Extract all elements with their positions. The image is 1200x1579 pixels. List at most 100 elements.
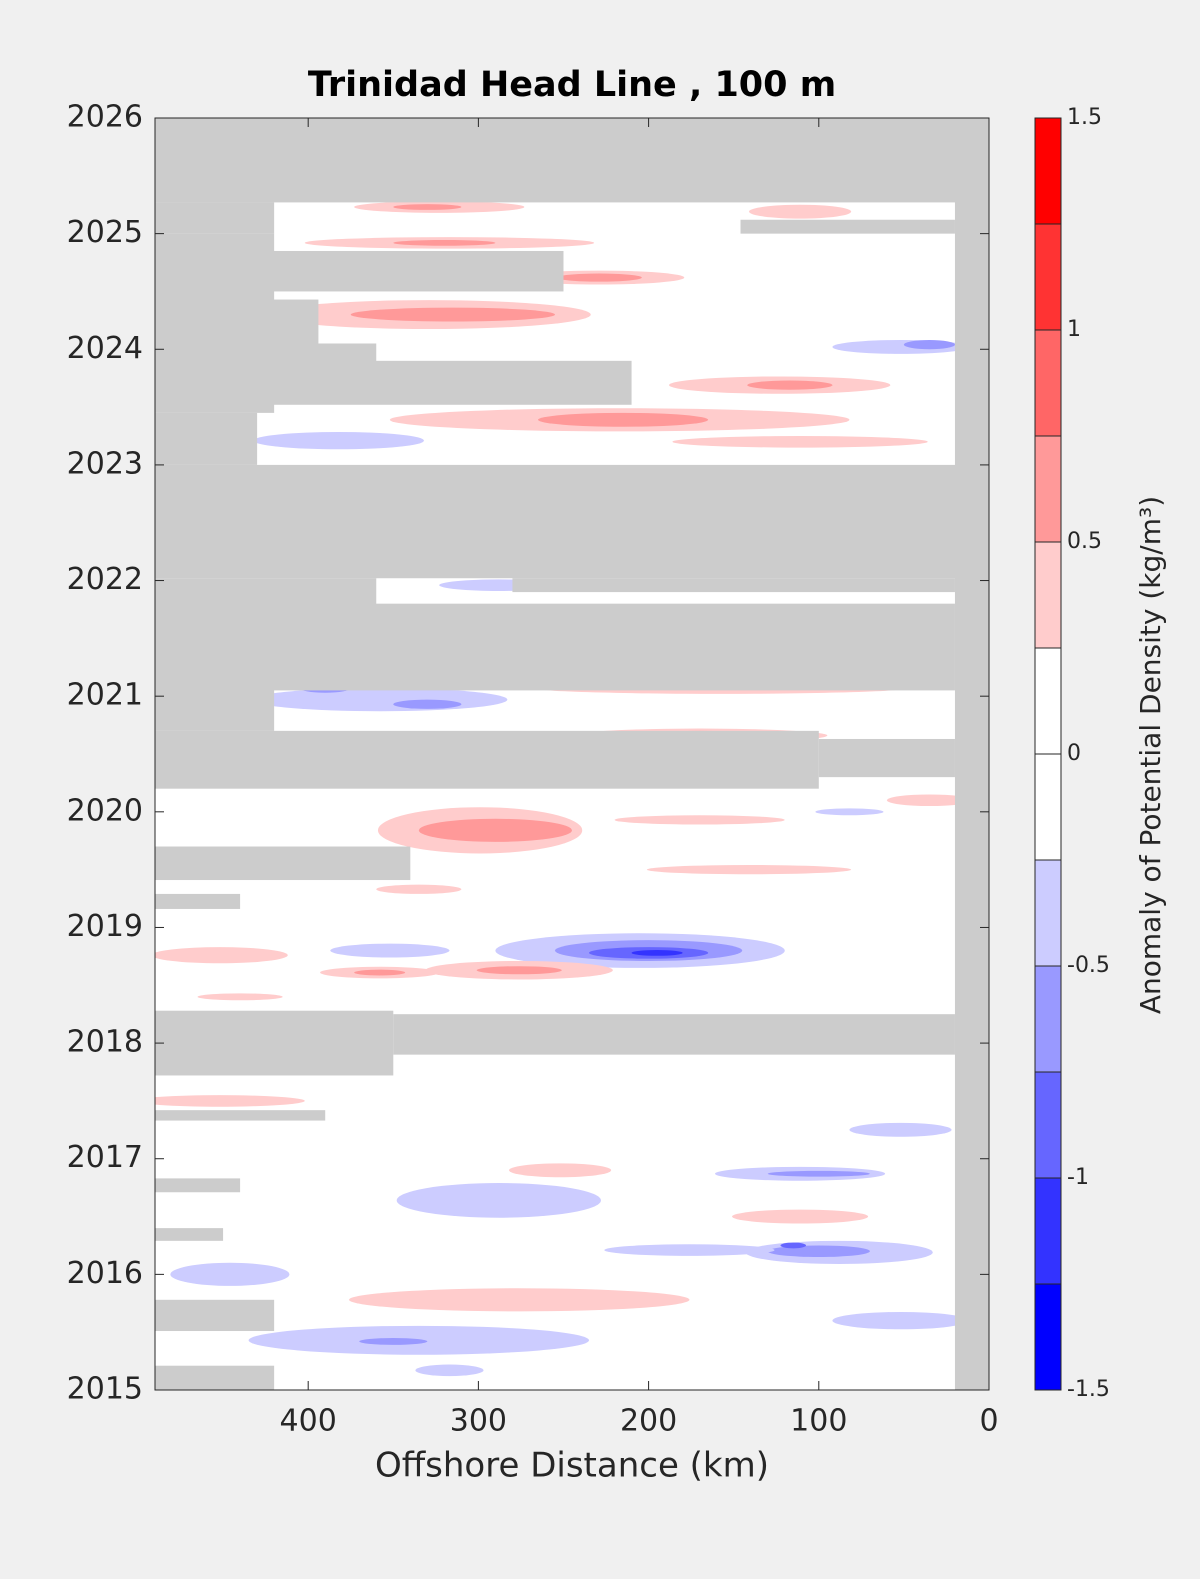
y-tick-label: 2015 <box>67 1372 143 1407</box>
x-tick-label: 300 <box>450 1404 507 1439</box>
no-data-region <box>155 360 632 405</box>
y-tick-label: 2020 <box>67 793 143 828</box>
y-tick-label: 2018 <box>67 1025 143 1060</box>
x-tick-label: 200 <box>620 1404 677 1439</box>
y-tick-label: 2017 <box>67 1140 143 1175</box>
anomaly-patch <box>509 1163 612 1178</box>
colorbar-label: Anomaly of Potential Density (kg/m³) <box>1134 496 1167 1014</box>
anomaly-patch <box>393 699 462 709</box>
anomaly-patch <box>903 340 955 350</box>
no-data-region <box>393 1014 955 1055</box>
chart-title: Trinidad Head Line , 100 m <box>308 65 836 105</box>
anomaly-patch <box>849 1122 952 1137</box>
colorbar-tick-label: 0.5 <box>1067 529 1102 554</box>
no-data-region <box>155 299 319 345</box>
no-data-region <box>155 684 275 731</box>
no-data-region <box>155 250 564 292</box>
colorbar-band <box>1035 1284 1061 1390</box>
anomaly-patch <box>672 436 928 448</box>
no-data-region <box>954 118 989 1390</box>
colorbar-tick-label: -1 <box>1067 1165 1089 1190</box>
colorbar-tick-label: 1.5 <box>1067 105 1102 130</box>
anomaly-patch <box>376 884 462 894</box>
anomaly-patch <box>170 1262 290 1286</box>
anomaly-patch <box>780 1242 807 1249</box>
colorbar-band <box>1035 648 1061 754</box>
no-data-region <box>155 1110 326 1121</box>
anomaly-patch <box>418 818 572 842</box>
no-data-region <box>155 893 241 909</box>
anomaly-patch <box>349 1288 690 1312</box>
anomaly-patch <box>253 431 424 450</box>
no-data-region <box>155 578 377 606</box>
no-data-region <box>155 1010 394 1076</box>
anomaly-patch <box>537 412 709 427</box>
x-tick-label: 400 <box>280 1404 337 1439</box>
anomaly-patch <box>832 1311 969 1330</box>
anomaly-patch <box>731 1209 869 1224</box>
anomaly-patch <box>393 204 462 210</box>
no-data-region <box>155 1299 275 1332</box>
anomaly-patch <box>396 1183 601 1218</box>
no-data-region <box>155 1228 224 1241</box>
y-tick-label: 2024 <box>67 331 143 366</box>
anomaly-patch <box>767 1170 870 1177</box>
anomaly-patch <box>747 380 833 390</box>
anomaly-patch <box>415 1364 484 1377</box>
no-data-region <box>155 603 955 691</box>
no-data-region <box>740 219 955 234</box>
colorbar-band <box>1035 330 1061 436</box>
y-tick-label: 2016 <box>67 1256 143 1291</box>
x-axis-label: Offshore Distance (km) <box>375 1446 769 1486</box>
colorbar-band <box>1035 1178 1061 1284</box>
colorbar-frame <box>1034 117 1062 1391</box>
anomaly-patch <box>393 239 496 246</box>
no-data-region <box>155 846 411 881</box>
x-tick-label: 100 <box>790 1404 847 1439</box>
anomaly-patch <box>197 993 283 1001</box>
colorbar-tick-label: -1.5 <box>1067 1377 1110 1402</box>
colorbar-band <box>1035 224 1061 330</box>
plot-frame <box>154 117 990 1391</box>
anomaly-patch <box>886 794 972 807</box>
anomaly-patch <box>155 947 288 964</box>
colorbar-band <box>1035 542 1061 648</box>
colorbar-band <box>1035 1072 1061 1178</box>
colorbar-band <box>1035 860 1061 966</box>
colorbar-tick-label: 0 <box>1067 741 1081 766</box>
field <box>155 118 989 1390</box>
y-tick-label: 2023 <box>67 446 143 481</box>
colorbar-band <box>1035 754 1061 860</box>
no-data-region <box>818 738 955 778</box>
no-data-region <box>155 202 275 234</box>
anomaly-patch <box>631 950 683 956</box>
anomaly-patch <box>155 1095 305 1107</box>
no-data-region <box>155 412 258 465</box>
colorbar-band <box>1035 118 1061 224</box>
anomaly-patch <box>359 1337 428 1345</box>
no-data-region <box>155 118 989 203</box>
y-tick-label: 2021 <box>67 678 143 713</box>
no-data-region <box>155 464 989 579</box>
anomaly-patch <box>614 815 785 825</box>
anomaly-patch <box>476 966 562 975</box>
y-tick-label: 2025 <box>67 215 143 250</box>
y-tick-label: 2019 <box>67 909 143 944</box>
anomaly-patch <box>646 865 852 875</box>
anomaly-patch <box>815 808 884 816</box>
x-tick-label: 0 <box>979 1404 998 1439</box>
anomaly-patch <box>749 204 852 219</box>
colorbar-tick-label: -0.5 <box>1067 953 1110 978</box>
colorbar-band <box>1035 436 1061 542</box>
anomaly-patch <box>350 307 555 322</box>
y-tick-label: 2026 <box>67 100 143 135</box>
y-tick-label: 2022 <box>67 562 143 597</box>
anomaly-patch <box>556 273 642 282</box>
anomaly-patch <box>604 1244 775 1256</box>
no-data-region <box>512 578 955 593</box>
colorbar-band <box>1035 966 1061 1072</box>
colorbar-tick-label: 1 <box>1067 317 1081 342</box>
no-data-region <box>155 1365 275 1390</box>
no-data-region <box>155 730 819 789</box>
